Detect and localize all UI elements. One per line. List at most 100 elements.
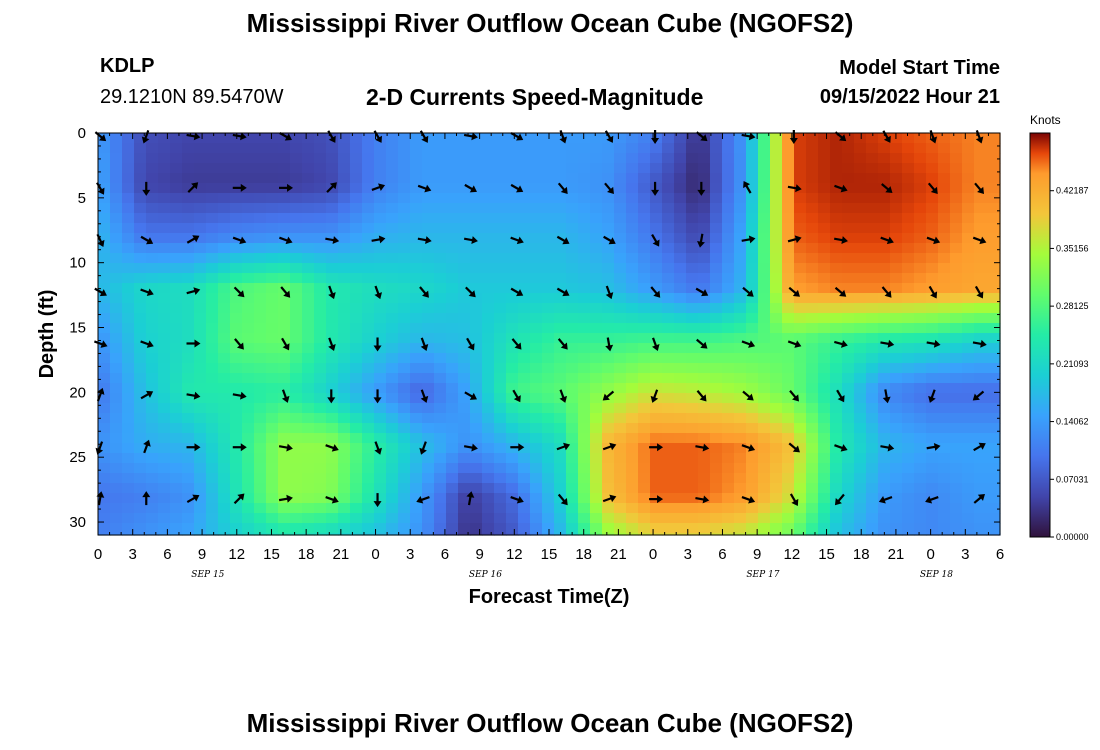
heat-cell (722, 513, 735, 524)
heat-cell (962, 203, 975, 214)
heat-cell (242, 173, 255, 184)
arrow-head (748, 340, 756, 348)
heat-cell (398, 483, 411, 494)
arrow-head (421, 135, 429, 143)
heat-cell (290, 273, 303, 284)
heat-cell (746, 243, 759, 254)
heat-cell (590, 173, 603, 184)
heat-cell (734, 373, 747, 384)
heat-cell (326, 213, 339, 224)
speed-heatmap (98, 133, 1001, 536)
heat-cell (326, 233, 339, 244)
heat-cell (194, 373, 207, 384)
arrow-head (287, 183, 294, 192)
heat-cell (302, 343, 315, 354)
heat-cell (782, 433, 795, 444)
heat-cell (974, 153, 987, 164)
heat-cell (254, 133, 267, 144)
current-arrow (326, 182, 337, 193)
heat-cell (782, 343, 795, 354)
heat-cell (758, 223, 771, 234)
heat-cell (542, 453, 555, 464)
heat-cell (662, 533, 675, 536)
heat-cell (722, 463, 735, 474)
heat-cell (938, 493, 951, 504)
arrow-head (743, 180, 751, 189)
current-arrow (420, 337, 429, 352)
heat-cell (686, 173, 699, 184)
heat-cell (590, 373, 603, 384)
heat-cell (122, 253, 135, 264)
heat-cell (866, 333, 879, 344)
heat-cell (554, 303, 567, 314)
heat-cell (782, 383, 795, 394)
heat-cell (326, 503, 339, 514)
heat-cell (230, 423, 243, 434)
heat-cell (830, 523, 843, 534)
heat-cell (158, 333, 171, 344)
heat-cell (218, 523, 231, 534)
current-arrow (926, 442, 941, 451)
heat-cell (554, 203, 567, 214)
heat-cell (806, 323, 819, 334)
heat-cell (938, 203, 951, 214)
heat-cell (278, 513, 291, 524)
heat-cell (710, 423, 723, 434)
heat-cell (554, 323, 567, 334)
y-tick-label: 15 (69, 320, 86, 337)
heat-cell (830, 513, 843, 524)
arrow-head (142, 189, 151, 196)
heat-cell (854, 483, 867, 494)
heat-cell (578, 283, 591, 294)
heat-cell (662, 223, 675, 234)
heat-cell (290, 383, 303, 394)
heat-cell (686, 263, 699, 274)
heat-cell (410, 133, 423, 144)
heat-cell (542, 163, 555, 174)
heat-cell (986, 393, 999, 404)
current-arrow (463, 443, 478, 452)
arrow-head (328, 135, 336, 143)
heat-cell (722, 263, 735, 274)
heat-cell (362, 213, 375, 224)
heat-cell (770, 263, 783, 274)
heat-cell (266, 263, 279, 274)
heat-cell (734, 513, 747, 524)
heat-cell (98, 523, 111, 534)
heat-cell (170, 183, 183, 194)
heat-cell (674, 433, 687, 444)
heat-cell (542, 523, 555, 534)
heat-cell (950, 193, 963, 204)
heat-cell (626, 363, 639, 374)
heat-cell (194, 273, 207, 284)
heat-cell (446, 273, 459, 284)
heat-cell (638, 223, 651, 234)
heat-cell (122, 183, 135, 194)
current-arrow (186, 443, 201, 452)
heat-cell (830, 223, 843, 234)
heat-cell (182, 293, 195, 304)
heat-cell (974, 253, 987, 264)
heat-cell (758, 483, 771, 494)
heat-cell (530, 513, 543, 524)
heat-cell (662, 133, 675, 144)
heat-cell (734, 253, 747, 264)
heat-cell (878, 313, 891, 324)
heat-cell (374, 453, 387, 464)
heat-cell (458, 333, 471, 344)
heat-cell (866, 423, 879, 434)
heat-cell (710, 383, 723, 394)
heat-cell (662, 193, 675, 204)
heat-cell (818, 453, 831, 464)
heat-cell (386, 233, 399, 244)
heat-cell (398, 303, 411, 314)
heat-cell (794, 243, 807, 254)
heat-cell (338, 313, 351, 324)
heat-cell (182, 473, 195, 484)
heat-cell (638, 393, 651, 404)
heat-cell (266, 433, 279, 444)
heat-cell (278, 193, 291, 204)
heat-cell (470, 233, 483, 244)
heat-cell (698, 353, 711, 364)
heat-cell (446, 393, 459, 404)
